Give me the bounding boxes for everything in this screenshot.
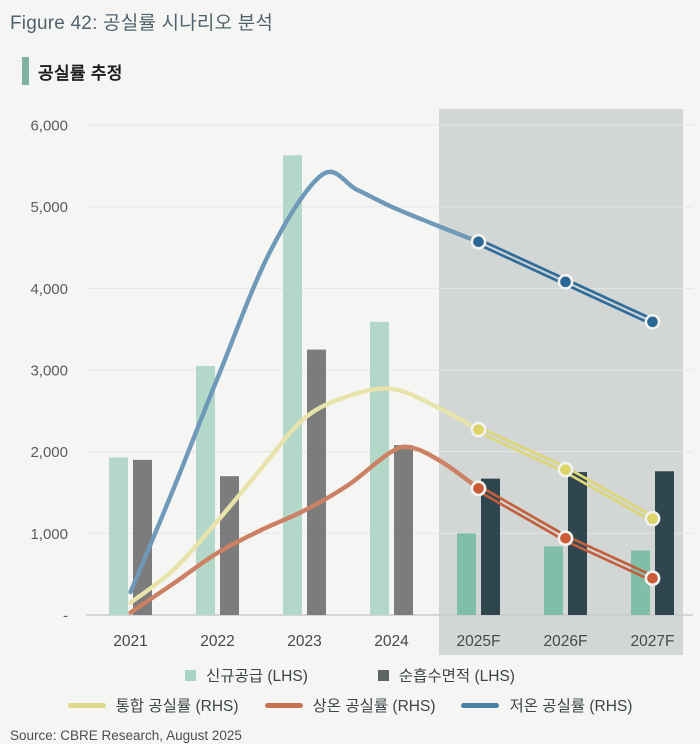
y-axis-tick-4000: 4,000 — [30, 281, 68, 298]
net-absorption-bar-2024 — [394, 445, 413, 615]
legend-swatch-new-supply-icon — [185, 669, 197, 681]
new-supply-bar-2025F — [457, 533, 476, 615]
legend-item-ambient-vacancy: 상온 공실률 (RHS) — [264, 694, 436, 716]
x-axis-label-2025F: 2025F — [457, 633, 501, 650]
legend-swatch-ambient-vacancy-icon — [264, 702, 303, 708]
net-absorption-bar-2025F — [481, 478, 500, 615]
integrated-vacancy-marker-2026F — [557, 461, 574, 478]
new-supply-bar-2022 — [196, 365, 215, 615]
new-supply-bar-2023 — [283, 155, 302, 615]
cold-vacancy-marker-2026F — [557, 273, 574, 290]
new-supply-bar-2024 — [370, 321, 389, 615]
legend-item-cold-vacancy: 저온 공실률 (RHS) — [461, 694, 632, 716]
legend-label-net-absorption: 순흡수면적 (LHS) — [398, 668, 515, 685]
legend-bar-series: 신규공급 (LHS) 순흡수면적 (LHS) — [0, 662, 700, 688]
x-axis-label-2023: 2023 — [287, 633, 321, 650]
legend-label-cold-vacancy: 저온 공실률 (RHS) — [509, 698, 633, 715]
legend-line-series: 통합 공실률 (RHS) 상온 공실률 (RHS) 저온 공실률 (RHS) — [0, 692, 700, 718]
source-note: Source: CBRE Research, August 2025 — [10, 728, 242, 743]
x-axis-label-2021: 2021 — [113, 633, 147, 650]
accent-bar-icon — [22, 57, 29, 85]
integrated-vacancy-forecast-path — [565, 466, 656, 518]
cold-vacancy-marker-2025F — [470, 233, 487, 250]
cold-vacancy-line — [128, 169, 661, 595]
ambient-vacancy-marker-2026F — [557, 530, 574, 547]
y-axis-tick-2000: 2,000 — [30, 444, 68, 461]
net-absorption-bar-2026F — [568, 472, 587, 615]
ambient-vacancy-forecast-path — [565, 534, 655, 578]
new-supply-bars — [109, 155, 650, 615]
legend-swatch-integrated-vacancy-icon — [67, 702, 106, 708]
vacancy-scenario-chart: - 1,000 2,000 3,000 4,000 5,000 6,000 2021 2022 2… — [30, 109, 693, 655]
x-axis-label-2024: 2024 — [374, 633, 409, 650]
ambient-vacancy-forecast-path — [475, 489, 566, 542]
legend-swatch-cold-vacancy-icon — [461, 702, 500, 708]
x-axis-label-2027F: 2027F — [631, 633, 675, 650]
y-axis-tick-0: - — [63, 608, 68, 625]
new-supply-bar-2021 — [109, 457, 128, 615]
net-absorption-bar-2027F — [655, 471, 674, 615]
section-header: 공실률 추정 — [22, 56, 700, 86]
y-axis-tick-1000: 1,000 — [30, 526, 68, 543]
legend-label-ambient-vacancy: 상온 공실률 (RHS) — [312, 698, 436, 715]
integrated-vacancy-line — [128, 386, 661, 605]
legend-item-integrated-vacancy: 통합 공실률 (RHS) — [67, 694, 239, 716]
ambient-vacancy-marker-2027F — [644, 570, 661, 587]
ambient-vacancy-marker-2025F — [470, 480, 487, 497]
ambient-vacancy-forecast-path — [478, 484, 569, 538]
x-axis-label-2022: 2022 — [200, 633, 234, 650]
cold-vacancy-forecast-path — [563, 282, 653, 326]
cold-vacancy-forecast-path — [478, 238, 568, 281]
section-label: 공실률 추정 — [38, 63, 123, 83]
integrated-vacancy-marker-2027F — [644, 510, 661, 527]
cold-vacancy-marker-2027F — [644, 313, 661, 330]
new-supply-bar-2026F — [544, 546, 563, 615]
cold-vacancy-history-path — [128, 169, 481, 595]
integrated-vacancy-forecast-path — [476, 430, 566, 474]
legend-swatch-net-absorption-icon — [377, 669, 389, 681]
net-absorption-bar-2023 — [307, 349, 326, 615]
integrated-vacancy-forecast-path — [562, 470, 653, 523]
ambient-vacancy-forecast-path — [563, 539, 653, 582]
legend-label-new-supply: 신규공급 (LHS) — [206, 668, 308, 685]
integrated-vacancy-history-path — [128, 386, 481, 605]
legend-item-new-supply: 신규공급 (LHS) — [185, 664, 308, 686]
legend-item-net-absorption: 순흡수면적 (LHS) — [377, 664, 515, 686]
x-axis-label-2026F: 2026F — [544, 633, 588, 650]
ambient-vacancy-line — [128, 444, 661, 615]
integrated-vacancy-forecast-path — [478, 426, 568, 469]
y-axis-tick-5000: 5,000 — [30, 199, 68, 216]
figure-title: Figure 42: 공실률 시나리오 분석 — [10, 13, 274, 34]
cold-vacancy-forecast-path — [476, 242, 566, 286]
ambient-vacancy-history-path — [128, 444, 481, 615]
y-axis-tick-6000: 6,000 — [30, 118, 68, 135]
legend-label-integrated-vacancy: 통합 공실률 (RHS) — [115, 698, 239, 715]
y-axis-tick-3000: 3,000 — [30, 363, 68, 380]
integrated-vacancy-marker-2025F — [470, 421, 487, 438]
cold-vacancy-forecast-path — [565, 278, 655, 322]
